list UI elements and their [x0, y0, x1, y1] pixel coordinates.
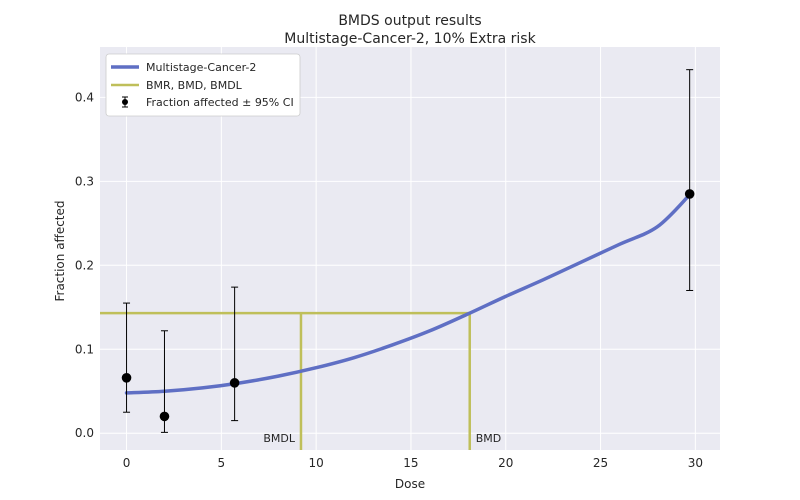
legend-box — [105, 53, 301, 117]
data-point — [684, 189, 695, 199]
x-tick-label: 15 — [403, 456, 418, 470]
legend: Multistage-Cancer-2 BMR, BMD, BMDL Fract… — [105, 53, 301, 117]
model-curve — [124, 193, 692, 395]
x-tick-label: 25 — [593, 456, 608, 470]
data-point — [121, 372, 132, 383]
x-axis-label: Dose — [395, 477, 425, 491]
data-point — [159, 411, 170, 422]
model-curve-line — [124, 193, 692, 395]
y-tick-label: 0.1 — [75, 342, 94, 356]
bmd-label: BMD — [476, 432, 502, 445]
bmdl-label: BMDL — [263, 432, 296, 445]
y-axis-label: Fraction affected — [53, 200, 67, 301]
legend-label-bmr: BMR, BMD, BMDL — [146, 79, 243, 92]
bmr-lines: BMDL BMD — [100, 311, 502, 450]
x-tick-label: 30 — [688, 456, 703, 470]
y-tick-label: 0.0 — [75, 426, 94, 440]
legend-label-observations: Fraction affected ± 95% CI — [146, 96, 294, 109]
observations — [121, 69, 695, 433]
x-tick-label: 5 — [218, 456, 226, 470]
chart-title: BMDS output results — [338, 13, 481, 29]
x-tick-label: 20 — [498, 456, 513, 470]
grid — [100, 47, 720, 450]
y-tick-label: 0.2 — [75, 258, 94, 272]
data-point — [229, 378, 240, 388]
tick-labels: 0 5 10 15 20 25 30 0.0 0.1 0.2 0.3 0.4 — [75, 90, 703, 470]
x-tick-label: 0 — [123, 456, 131, 470]
x-tick-label: 10 — [309, 456, 324, 470]
legend-label-model-curve: Multistage-Cancer-2 — [146, 61, 256, 74]
y-tick-label: 0.3 — [75, 174, 94, 188]
chart-subtitle: Multistage-Cancer-2, 10% Extra risk — [284, 31, 536, 47]
legend-swatch-observations — [122, 96, 128, 108]
y-tick-label: 0.4 — [75, 90, 94, 104]
